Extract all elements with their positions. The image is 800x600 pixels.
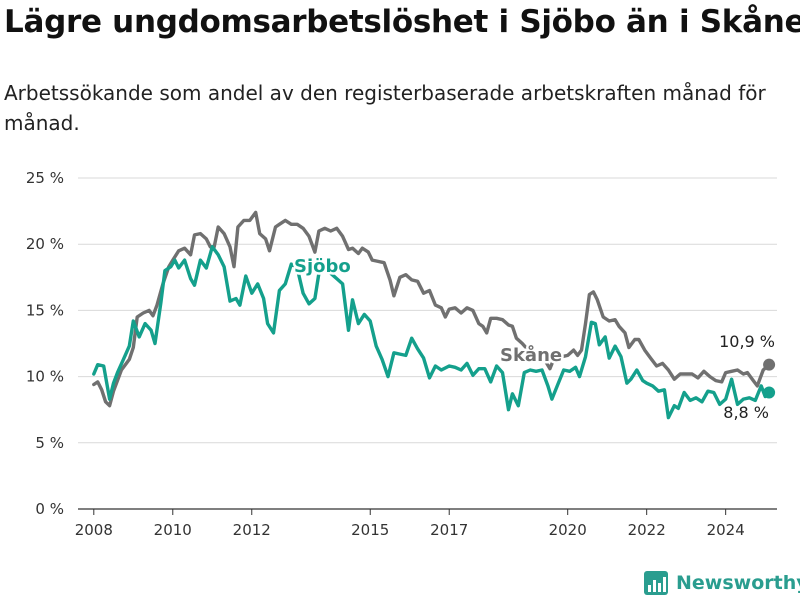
series-label-sjobo: Sjöbo <box>294 256 351 277</box>
y-tick-label: 15 % <box>26 301 64 319</box>
end-value-sjobo: 8,8 % <box>723 403 769 422</box>
chart-subtitle: Arbetssökande som andel av den registerb… <box>4 81 766 135</box>
x-tick-label: 2012 <box>233 521 271 539</box>
y-tick-label: 25 % <box>26 169 64 187</box>
series-label-skane: Skåne <box>500 344 562 366</box>
brand-name: Newsworthy <box>676 572 800 594</box>
series-label-sjobo-halo: Sjöbo <box>294 256 351 277</box>
y-tick-label: 10 % <box>26 368 64 386</box>
series-label-skane-halo: Skåne <box>500 344 562 366</box>
series-line-skane <box>92 210 771 408</box>
x-tick-label: 2017 <box>430 521 468 539</box>
x-tick-label: 2008 <box>75 521 113 539</box>
y-tick-label: 20 % <box>26 235 64 253</box>
gridlines <box>78 177 777 510</box>
x-axis: 2008 2010 2012 2015 2017 2020 2022 2024 <box>75 509 745 539</box>
series-lines <box>92 210 776 420</box>
y-tick-label: 5 % <box>35 434 64 452</box>
x-tick-label: 2020 <box>549 521 587 539</box>
x-tick-label: 2015 <box>351 521 389 539</box>
series-line-sjobo <box>92 245 771 420</box>
bar-chart-icon <box>644 571 668 595</box>
brand-logo: Newsworthy <box>644 570 800 596</box>
series-end-point <box>763 358 776 371</box>
y-axis: 0 % 5 % 10 % 15 % 20 % 25 % <box>26 169 64 518</box>
x-tick-label: 2010 <box>154 521 192 539</box>
end-value-skane: 10,9 % <box>719 332 775 351</box>
x-tick-label: 2024 <box>707 521 745 539</box>
y-tick-label: 0 % <box>35 500 64 518</box>
series-end-point <box>763 386 776 399</box>
x-tick-label: 2022 <box>628 521 666 539</box>
chart-title: Lägre ungdomsarbetslöshet i Sjöbo än i S… <box>4 4 800 40</box>
